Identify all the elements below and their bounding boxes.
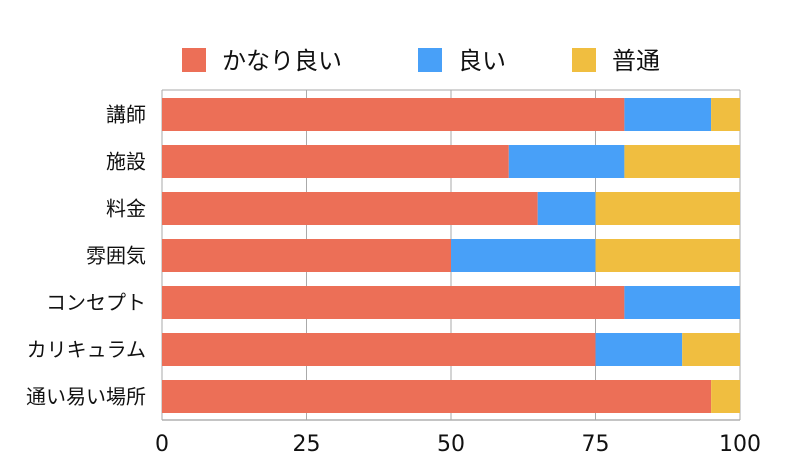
bars xyxy=(162,98,740,413)
legend-item: 普通 xyxy=(572,47,660,75)
legend-swatch xyxy=(572,48,596,72)
legend-label: 普通 xyxy=(612,47,660,75)
x-tick-label: 0 xyxy=(155,432,169,457)
legend-swatch xyxy=(182,48,206,72)
x-tick-label: 75 xyxy=(582,432,610,457)
bar-segment xyxy=(508,145,625,178)
x-tick-label: 100 xyxy=(719,432,761,457)
bar-segment xyxy=(162,192,538,225)
bar-segment xyxy=(162,239,451,272)
bar-segment xyxy=(624,286,740,319)
category-label: 施設 xyxy=(106,150,146,174)
bar-segment xyxy=(162,286,625,319)
bar-segment xyxy=(682,333,740,366)
x-tick-label: 50 xyxy=(437,432,465,457)
category-label: 講師 xyxy=(106,103,146,127)
bar-segment xyxy=(162,145,509,178)
bar-segment xyxy=(595,333,683,366)
x-axis-ticks: 0 25 50 75 100 xyxy=(155,432,761,457)
bar-segment xyxy=(624,145,740,178)
category-label: コンセプト xyxy=(46,291,146,315)
x-tick-label: 25 xyxy=(293,432,321,457)
bar-segment xyxy=(624,98,712,131)
bar-segment xyxy=(451,239,596,272)
bar-segment xyxy=(595,239,740,272)
legend-label: 良い xyxy=(458,47,506,75)
bar-segment xyxy=(711,380,740,413)
bar-segment xyxy=(711,98,740,131)
category-label: 料金 xyxy=(106,197,146,221)
category-label: カリキュラム xyxy=(27,338,146,362)
legend-swatch xyxy=(418,48,442,72)
legend-item: かなり良い xyxy=(182,47,342,75)
bar-segment xyxy=(162,333,596,366)
category-label: 雰囲気 xyxy=(86,244,146,268)
bar-segment xyxy=(595,192,740,225)
legend: かなり良い 良い 普通 xyxy=(182,47,660,75)
bar-segment xyxy=(162,380,712,413)
legend-item: 良い xyxy=(418,47,506,75)
bar-segment xyxy=(162,98,625,131)
category-label: 通い易い場所 xyxy=(26,385,146,409)
legend-label: かなり良い xyxy=(222,47,342,75)
bar-segment xyxy=(537,192,596,225)
